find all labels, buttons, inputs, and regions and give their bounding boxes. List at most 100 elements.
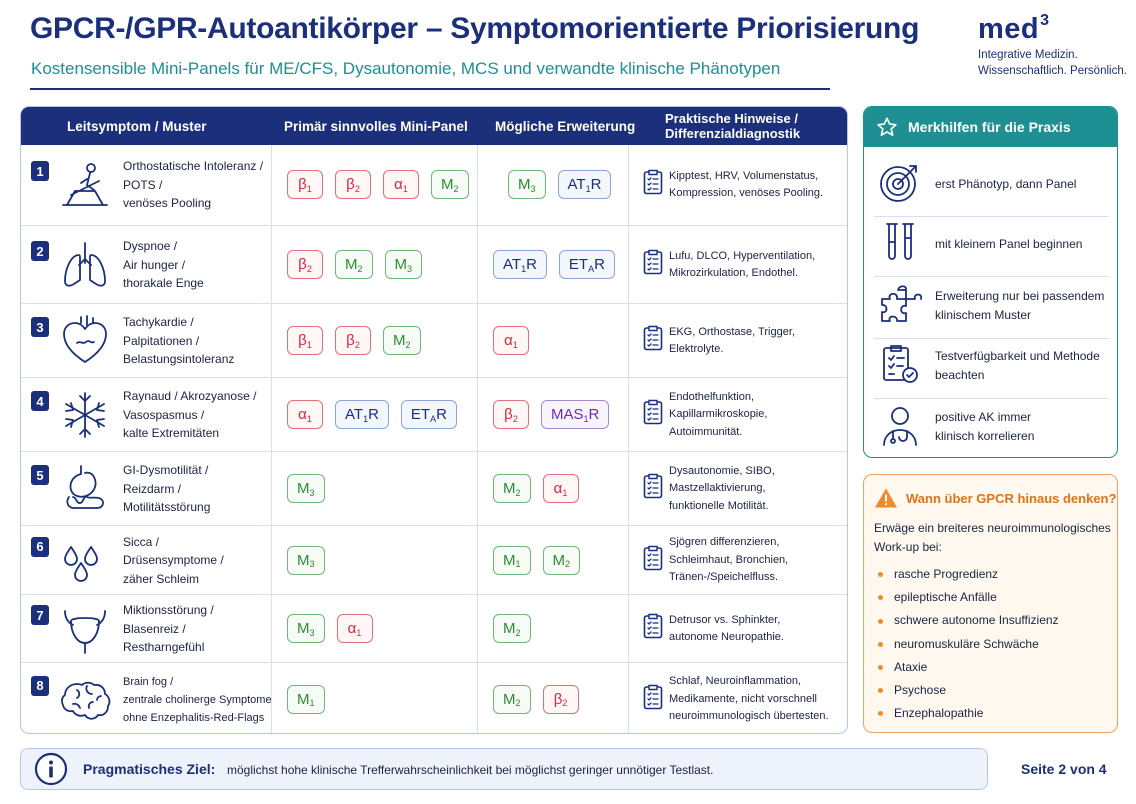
symptom-line: Blasenreiz / bbox=[123, 621, 186, 636]
merkhilfe-item: erst Phänotyp, dann Panel bbox=[874, 154, 1107, 214]
receptor-suffix: R bbox=[590, 176, 602, 193]
footer-label: Pragmatisches Ziel: bbox=[83, 761, 216, 777]
receptor-subscript: 3 bbox=[530, 183, 536, 194]
merkhilfe-divider bbox=[874, 338, 1109, 339]
beyond-gpcr-intro-line1: Erwäge ein breiteres neuroimmunologische… bbox=[874, 521, 1111, 535]
receptor-symbol: M bbox=[345, 256, 358, 273]
receptor-subscript: 2 bbox=[515, 487, 521, 498]
row-number: 6 bbox=[31, 536, 49, 557]
receptor-symbol: β bbox=[298, 332, 307, 349]
clipboard-icon bbox=[643, 169, 663, 195]
merkhilfe-item: Testverfügbarkeit und Methode beachten bbox=[874, 336, 1107, 396]
table-row: 3 Tachykardie / Palpitationen / Belastungsi… bbox=[21, 303, 847, 377]
beyond-gpcr-panel: Wann über GPCR hinaus denken? Erwäge ein… bbox=[863, 474, 1118, 733]
merkhilfe-item: mit kleinem Panel beginnen bbox=[874, 214, 1107, 274]
hint-line: Sjögren differenzieren, bbox=[669, 536, 780, 549]
hint-line: Lufu, DLCO, Hyperventilation, bbox=[669, 249, 816, 262]
page-number: Seite 2 von 4 bbox=[1021, 761, 1107, 777]
merkhilfe-line: erst Phänotyp, dann Panel bbox=[935, 176, 1077, 191]
hint-text: EKG, Orthostase, Trigger, Elektrolyte. bbox=[669, 324, 795, 359]
receptor-subscript: 2 bbox=[565, 559, 571, 569]
clipboard-icon bbox=[643, 325, 663, 351]
footer-text: möglichst hohe klinische Trefferwahrsche… bbox=[227, 763, 714, 777]
beyond-gpcr-item: Enzephalopathie bbox=[874, 702, 1059, 725]
symptom-line: POTS / bbox=[123, 177, 163, 192]
merkhilfe-line: Erweiterung nur bei passendem bbox=[935, 289, 1105, 303]
merkhilfe-item: positive AK immer klinisch korrelieren bbox=[874, 397, 1107, 457]
receptor-symbol: α bbox=[553, 480, 563, 497]
beyond-gpcr-item-text: Psychose bbox=[894, 683, 947, 698]
symptom-line: thorakale Enge bbox=[123, 276, 204, 291]
doctor-icon bbox=[878, 403, 922, 447]
hint-text: Endothelfunktion, Kapillarmikroskopie, Aut… bbox=[669, 389, 767, 442]
merkhilfe-line: klinischem Muster bbox=[935, 308, 1032, 322]
receptor-symbol: M bbox=[297, 480, 310, 497]
receptor-symbol: AT bbox=[567, 176, 586, 193]
receptor-symbol: β bbox=[346, 176, 355, 193]
receptor-subscript: 2 bbox=[405, 339, 411, 350]
beyond-gpcr-header: Wann über GPCR hinaus denken? bbox=[874, 487, 1116, 509]
beyond-gpcr-list: rasche Progredienz epileptische Anfälle sc… bbox=[874, 563, 1059, 725]
logo-wordmark: med3 bbox=[978, 12, 1127, 46]
receptor-subscript: 2 bbox=[453, 183, 459, 194]
symptom-label: Raynaud / Akrozyanose / Vasospasmus / kalt… bbox=[123, 387, 256, 443]
receptor-symbol: AT bbox=[345, 406, 364, 423]
receptor-symbol: β bbox=[298, 176, 307, 193]
receptor-subscript: 3 bbox=[309, 559, 315, 569]
hint-text: Sjögren differenzieren, Schleimhaut, Bron… bbox=[669, 534, 788, 587]
receptor-symbol: α bbox=[347, 620, 357, 637]
hint-line: Dysautonomie, SIBO, bbox=[669, 464, 775, 477]
heart-icon bbox=[57, 313, 113, 369]
receptor-subscript: 1 bbox=[585, 183, 591, 194]
receptor-badge: AT 1 R bbox=[557, 170, 612, 199]
hint-line: Schleimhaut, Bronchien, bbox=[669, 553, 789, 566]
symptom-line: kalte Extremitäten bbox=[123, 426, 220, 441]
hint-line: Schlaf, Neuroinflammation, bbox=[669, 675, 802, 688]
bullet-dot bbox=[878, 572, 883, 578]
clipboard-icon bbox=[643, 613, 663, 639]
bullet-dot bbox=[878, 664, 883, 670]
receptor-symbol: M bbox=[552, 551, 566, 569]
extension-panel: AT 1 R ET A R bbox=[493, 250, 615, 279]
receptor-symbol: M bbox=[297, 551, 310, 569]
symptom-line: Raynaud / Akrozyanose / bbox=[123, 389, 257, 404]
receptor-subscript: 1 bbox=[583, 413, 589, 424]
symptom-line: Sicca / bbox=[123, 534, 160, 549]
hint-text: Detrusor vs. Sphinkter, autonome Neuropat… bbox=[669, 612, 784, 647]
receptor-suffix: R bbox=[436, 406, 447, 423]
beyond-gpcr-item-text: schwere autonome Insuffizienz bbox=[894, 613, 1059, 628]
beyond-gpcr-item: neuromuskuläre Schwäche bbox=[874, 633, 1059, 656]
merkhilfe-line: positive AK immer bbox=[935, 410, 1032, 424]
receptor-symbol: M bbox=[503, 551, 516, 569]
receptor-symbol: M bbox=[503, 690, 516, 708]
column-header-extension: Mögliche Erweiterung bbox=[495, 118, 636, 134]
receptor-subscript: 3 bbox=[309, 487, 315, 498]
hint-line: Detrusor vs. Sphinkter, bbox=[669, 613, 781, 626]
hint-text: Lufu, DLCO, Hyperventilation, Mikrozirkul… bbox=[669, 248, 815, 283]
hint-line: Autoimmunität. bbox=[669, 425, 743, 438]
stomach-icon bbox=[57, 461, 113, 517]
table-row: 1 Orthostatische Intoleranz / POTS / venöse… bbox=[21, 145, 847, 225]
star-icon bbox=[877, 117, 897, 136]
receptor-symbol: α bbox=[298, 406, 307, 423]
hint-text: Schlaf, Neuroinflammation, Medikamente, n… bbox=[669, 673, 829, 726]
receptor-subscript: 2 bbox=[354, 339, 360, 350]
bullet-dot bbox=[878, 618, 883, 624]
